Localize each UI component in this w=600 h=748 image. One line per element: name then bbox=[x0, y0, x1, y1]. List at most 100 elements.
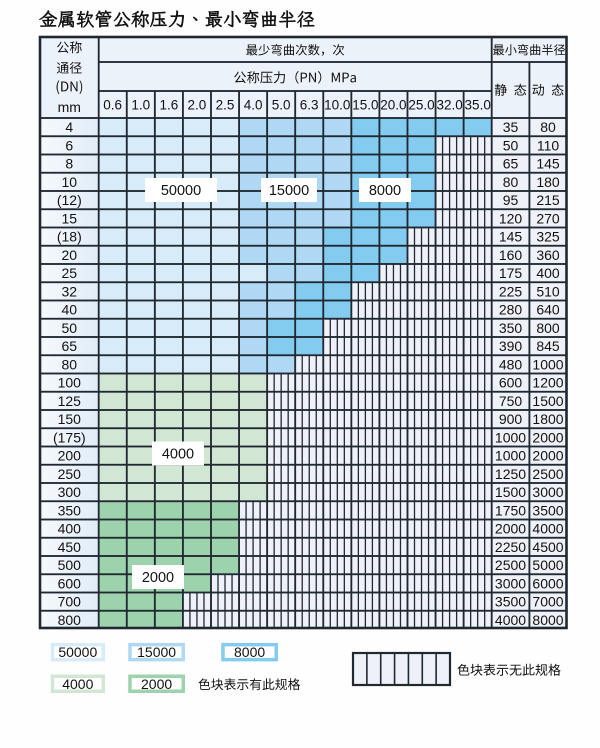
svg-text:900: 900 bbox=[499, 411, 523, 427]
svg-text:250: 250 bbox=[58, 466, 82, 482]
svg-text:1000: 1000 bbox=[532, 356, 563, 372]
svg-text:390: 390 bbox=[499, 338, 523, 354]
svg-text:2000: 2000 bbox=[141, 676, 172, 692]
svg-text:8: 8 bbox=[65, 156, 73, 172]
svg-text:50: 50 bbox=[503, 137, 519, 153]
svg-text:15.0: 15.0 bbox=[352, 98, 378, 113]
svg-text:mm: mm bbox=[58, 99, 81, 115]
svg-text:1.0: 1.0 bbox=[131, 98, 150, 113]
svg-text:6.3: 6.3 bbox=[300, 98, 319, 113]
svg-text:(12): (12) bbox=[57, 192, 82, 208]
svg-text:180: 180 bbox=[536, 174, 560, 190]
svg-text:8000: 8000 bbox=[532, 612, 563, 628]
svg-text:80: 80 bbox=[62, 356, 78, 372]
svg-text:50000: 50000 bbox=[58, 644, 97, 660]
svg-text:4: 4 bbox=[65, 119, 73, 135]
svg-text:2500: 2500 bbox=[495, 557, 526, 573]
svg-text:4000: 4000 bbox=[162, 447, 194, 463]
svg-text:800: 800 bbox=[536, 320, 560, 336]
svg-text:50: 50 bbox=[62, 320, 78, 336]
svg-text:(175): (175) bbox=[53, 429, 86, 445]
svg-text:50000: 50000 bbox=[161, 183, 201, 199]
svg-text:480: 480 bbox=[499, 356, 523, 372]
svg-text:35: 35 bbox=[503, 119, 519, 135]
svg-text:80: 80 bbox=[540, 119, 556, 135]
svg-text:400: 400 bbox=[536, 265, 560, 281]
svg-text:700: 700 bbox=[58, 594, 82, 610]
svg-text:750: 750 bbox=[499, 393, 523, 409]
svg-text:8000: 8000 bbox=[369, 183, 401, 199]
svg-text:4500: 4500 bbox=[532, 539, 563, 555]
svg-text:270: 270 bbox=[536, 210, 560, 226]
svg-text:35.0: 35.0 bbox=[465, 98, 491, 113]
svg-text:0.6: 0.6 bbox=[103, 98, 122, 113]
svg-text:65: 65 bbox=[62, 338, 78, 354]
svg-text:145: 145 bbox=[536, 156, 560, 172]
svg-text:845: 845 bbox=[536, 338, 560, 354]
svg-text:(18): (18) bbox=[57, 229, 82, 245]
svg-text:65: 65 bbox=[503, 156, 519, 172]
svg-text:4000: 4000 bbox=[62, 676, 93, 692]
svg-text:32: 32 bbox=[62, 283, 78, 299]
svg-text:1500: 1500 bbox=[532, 393, 563, 409]
svg-text:160: 160 bbox=[499, 247, 523, 263]
svg-text:1200: 1200 bbox=[532, 375, 563, 391]
svg-text:3500: 3500 bbox=[495, 594, 526, 610]
svg-text:95: 95 bbox=[503, 192, 519, 208]
svg-text:225: 225 bbox=[499, 283, 523, 299]
svg-text:500: 500 bbox=[58, 557, 82, 573]
svg-text:2500: 2500 bbox=[532, 466, 563, 482]
svg-text:15000: 15000 bbox=[269, 183, 309, 199]
svg-text:640: 640 bbox=[536, 302, 560, 318]
svg-text:200: 200 bbox=[58, 448, 82, 464]
svg-text:5000: 5000 bbox=[532, 557, 563, 573]
svg-text:25.0: 25.0 bbox=[408, 98, 434, 113]
svg-text:350: 350 bbox=[499, 320, 523, 336]
svg-text:400: 400 bbox=[58, 521, 82, 537]
svg-text:360: 360 bbox=[536, 247, 560, 263]
svg-text:120: 120 bbox=[499, 210, 523, 226]
svg-text:800: 800 bbox=[58, 612, 82, 628]
svg-text:300: 300 bbox=[58, 484, 82, 500]
svg-text:600: 600 bbox=[58, 575, 82, 591]
svg-text:1000: 1000 bbox=[495, 429, 526, 445]
svg-text:7000: 7000 bbox=[532, 594, 563, 610]
svg-text:4000: 4000 bbox=[532, 521, 563, 537]
svg-text:25: 25 bbox=[62, 265, 78, 281]
svg-text:1.6: 1.6 bbox=[160, 98, 179, 113]
svg-text:100: 100 bbox=[58, 375, 82, 391]
svg-text:450: 450 bbox=[58, 539, 82, 555]
svg-text:2000: 2000 bbox=[532, 448, 563, 464]
svg-text:15000: 15000 bbox=[137, 644, 176, 660]
svg-text:5.0: 5.0 bbox=[272, 98, 291, 113]
svg-text:10.0: 10.0 bbox=[324, 98, 350, 113]
svg-text:80: 80 bbox=[503, 174, 519, 190]
svg-text:3000: 3000 bbox=[495, 575, 526, 591]
svg-text:20: 20 bbox=[62, 247, 78, 263]
svg-text:145: 145 bbox=[499, 229, 523, 245]
svg-text:8000: 8000 bbox=[234, 644, 265, 660]
svg-text:10: 10 bbox=[62, 174, 78, 190]
svg-text:3500: 3500 bbox=[532, 502, 563, 518]
svg-text:3000: 3000 bbox=[532, 484, 563, 500]
svg-text:2.5: 2.5 bbox=[216, 98, 235, 113]
svg-text:1500: 1500 bbox=[495, 484, 526, 500]
svg-text:20.0: 20.0 bbox=[380, 98, 406, 113]
svg-text:600: 600 bbox=[499, 375, 523, 391]
svg-text:1250: 1250 bbox=[495, 466, 526, 482]
svg-text:1800: 1800 bbox=[532, 411, 563, 427]
svg-text:15: 15 bbox=[62, 210, 78, 226]
svg-text:125: 125 bbox=[58, 393, 82, 409]
svg-text:2.0: 2.0 bbox=[188, 98, 207, 113]
svg-text:510: 510 bbox=[536, 283, 560, 299]
svg-text:280: 280 bbox=[499, 302, 523, 318]
svg-text:2000: 2000 bbox=[142, 570, 174, 586]
svg-text:215: 215 bbox=[536, 192, 560, 208]
svg-text:150: 150 bbox=[58, 411, 82, 427]
svg-text:1750: 1750 bbox=[495, 502, 526, 518]
svg-text:40: 40 bbox=[62, 302, 78, 318]
svg-text:4000: 4000 bbox=[495, 612, 526, 628]
svg-text:2250: 2250 bbox=[495, 539, 526, 555]
svg-text:6000: 6000 bbox=[532, 575, 563, 591]
svg-text:6: 6 bbox=[65, 137, 73, 153]
